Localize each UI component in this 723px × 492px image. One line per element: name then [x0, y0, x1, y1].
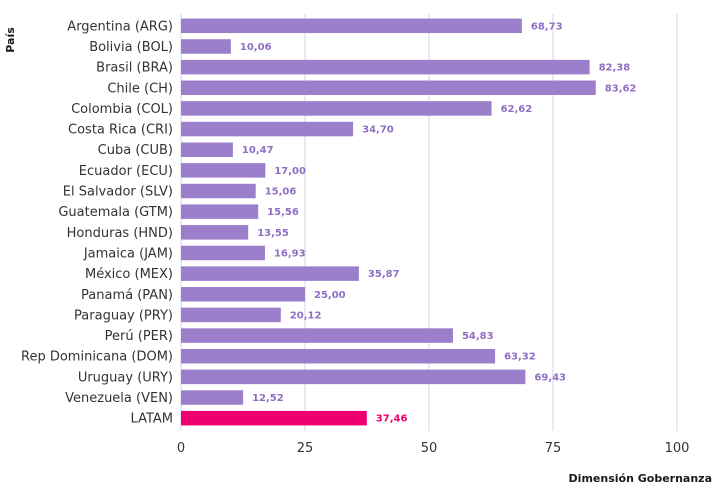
bar [181, 18, 522, 34]
x-tick-label: 25 [297, 441, 314, 456]
category-label: Ecuador (ECU) [79, 164, 173, 179]
category-label: Brasil (BRA) [96, 61, 173, 76]
bar [181, 245, 265, 261]
value-label: 68,73 [531, 21, 563, 32]
category-label: Bolivia (BOL) [89, 40, 173, 55]
category-label: LATAM [131, 412, 173, 427]
bar [181, 59, 590, 75]
category-label: Colombia (COL) [71, 102, 173, 117]
value-label: 25,00 [314, 290, 346, 301]
value-label: 10,47 [242, 145, 274, 156]
value-labels: 68,73 10,06 82,38 83,62 62,62 34,70 10,4717,00… [240, 21, 637, 424]
category-label: Paraguay (PRY) [74, 308, 173, 323]
bar [181, 39, 231, 54]
bar [181, 204, 259, 219]
value-label: 62,62 [501, 104, 533, 115]
bar [181, 410, 367, 426]
value-label: 15,06 [265, 187, 297, 198]
bar [181, 163, 266, 178]
x-tick-label: 50 [421, 441, 438, 456]
bar [181, 307, 281, 323]
value-label: 10,06 [240, 42, 272, 53]
bar [181, 142, 233, 157]
x-tick-labels: 0 25 50 75 100 [177, 441, 690, 456]
bar [181, 101, 492, 116]
value-label: 82,38 [599, 63, 631, 74]
category-label: Argentina (ARG) [67, 19, 173, 34]
value-label: 15,56 [267, 207, 299, 218]
value-label: 37,46 [376, 414, 408, 425]
bar [181, 121, 354, 137]
value-label: 69,43 [534, 372, 566, 383]
category-label: Perú (PER) [105, 329, 173, 344]
category-labels: Argentina (ARG) Bolivia (BOL) Brasil (BRA)… [21, 19, 173, 426]
category-label: Venezuela (VEN) [65, 391, 173, 406]
bar [181, 390, 244, 405]
value-label: 16,93 [274, 248, 306, 259]
category-label: Chile (CH) [107, 81, 173, 96]
value-label: 63,32 [504, 352, 536, 363]
bar [181, 183, 256, 199]
bar [181, 266, 359, 281]
bars [181, 18, 596, 426]
x-tick-label: 75 [545, 441, 562, 456]
x-tick-label: 0 [177, 441, 185, 456]
value-label: 17,00 [274, 166, 306, 177]
bar [181, 348, 496, 364]
category-label: Honduras (HND) [67, 226, 173, 241]
value-label: 12,52 [252, 393, 284, 404]
category-label: Jamaica (JAM) [83, 246, 173, 261]
x-axis-title: Dimensión Gobernanza [569, 472, 712, 485]
y-axis-title: País [4, 27, 17, 53]
value-label: 20,12 [290, 310, 322, 321]
category-label: Cuba (CUB) [98, 143, 173, 158]
category-label: Guatemala (GTM) [58, 205, 173, 220]
bar [181, 328, 453, 343]
gridlines [180, 14, 678, 431]
category-label: Uruguay (URY) [78, 370, 173, 385]
x-tick-label: 100 [665, 441, 690, 456]
bar [181, 287, 305, 302]
category-label: Rep Dominicana (DOM) [21, 350, 173, 365]
value-label: 83,62 [605, 83, 637, 94]
value-label: 34,70 [362, 125, 394, 136]
category-label: Panamá (PAN) [81, 288, 173, 303]
value-label: 54,83 [462, 331, 494, 342]
category-label: El Salvador (SLV) [63, 185, 173, 200]
value-label: 35,87 [368, 269, 400, 280]
bar [181, 369, 526, 385]
bar [181, 80, 596, 96]
category-label: Costa Rica (CRI) [68, 123, 173, 138]
value-label: 13,55 [257, 228, 289, 239]
category-label: México (MEX) [85, 267, 173, 282]
bar [181, 225, 249, 240]
